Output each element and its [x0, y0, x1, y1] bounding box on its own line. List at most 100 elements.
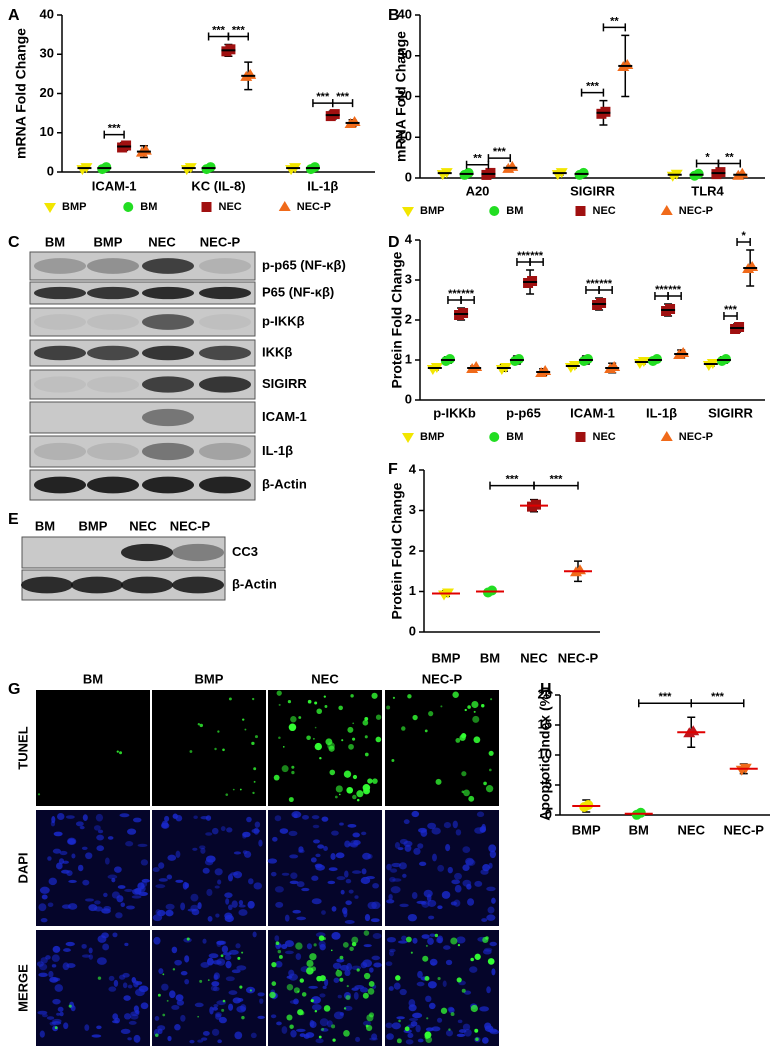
tunel-signal [356, 798, 360, 802]
nucleus [289, 880, 299, 885]
nucleus [289, 854, 299, 859]
significance-label: *** [724, 304, 738, 316]
significance-label: *** [586, 278, 600, 290]
nucleus [214, 885, 220, 889]
nucleus [421, 934, 430, 939]
nucleus [212, 1006, 219, 1011]
nucleus [309, 1021, 317, 1029]
nucleus [133, 1034, 141, 1043]
nucleus [158, 968, 164, 974]
tunel-signal [297, 990, 300, 993]
y-axis-label: mRNA Fold Change [393, 31, 409, 162]
tunel-signal [375, 736, 382, 743]
nucleus [81, 954, 91, 958]
nucleus [82, 814, 88, 821]
nucleus [220, 826, 226, 832]
legend-label: BMP [62, 201, 86, 213]
nucleus [95, 813, 104, 822]
significance-label: *** [530, 250, 544, 262]
significance-bracket [667, 292, 682, 300]
x-tick-label: p-IKKb [433, 405, 476, 420]
nucleus [65, 941, 75, 947]
nucleus [140, 1002, 149, 1010]
tunel-signal [490, 698, 493, 701]
nucleus [348, 889, 354, 894]
nucleus [488, 862, 493, 869]
legend-marker [278, 201, 291, 211]
nucleus [311, 1004, 322, 1011]
nucleus [231, 900, 238, 908]
nucleus [81, 943, 87, 949]
nucleus [140, 859, 149, 866]
legend-label: NEC-P [297, 201, 331, 213]
nucleus [202, 938, 207, 944]
nucleus [107, 874, 118, 880]
nucleus [308, 985, 318, 989]
nucleus [174, 1024, 181, 1031]
nucleus [415, 1024, 421, 1033]
tunel-signal [318, 935, 325, 941]
nucleus [176, 999, 185, 1006]
tunel-signal [452, 691, 459, 698]
column-label: BM [83, 671, 103, 686]
nucleus [51, 816, 56, 824]
nucleus [390, 868, 398, 873]
nucleus [113, 979, 119, 987]
nucleus [240, 1004, 247, 1012]
nucleus [323, 845, 328, 851]
tunel-signal [207, 979, 210, 981]
nucleus [322, 985, 327, 990]
panel-label: D [388, 234, 400, 251]
nucleus [343, 910, 348, 918]
tunel-signal [314, 1009, 318, 1013]
tunel-signal [220, 954, 224, 958]
tunel-signal [288, 723, 297, 732]
blot-strip [29, 435, 256, 468]
y-tick-label: 40 [40, 6, 54, 21]
nucleus [120, 902, 126, 908]
tunel-signal [395, 975, 401, 981]
nucleus [462, 846, 471, 854]
legend-marker [123, 202, 134, 212]
tunel-signal [349, 946, 354, 952]
nucleus [371, 901, 381, 910]
tunel-signal [364, 735, 368, 739]
significance-label: *** [108, 122, 122, 134]
blot-band [199, 442, 251, 461]
nucleus [315, 853, 321, 858]
panel-label: E [8, 511, 19, 528]
nucleus [411, 892, 418, 899]
nucleus [47, 902, 54, 908]
tunel-signal [271, 981, 277, 986]
blot-band [199, 476, 251, 494]
nucleus [301, 887, 310, 892]
nucleus [281, 944, 288, 950]
nucleus [169, 990, 176, 999]
tunel-signal [214, 747, 217, 751]
nucleus [37, 1010, 48, 1015]
legend-marker [489, 206, 500, 216]
tunel-signal [338, 705, 343, 711]
nucleus [337, 994, 342, 999]
nucleus [184, 978, 190, 985]
blot-band [34, 376, 86, 393]
nucleus [295, 1028, 306, 1033]
tunel-signal [244, 728, 247, 731]
tunel-signal [330, 949, 333, 952]
nucleus [59, 1011, 64, 1017]
tunel-signal [434, 933, 439, 938]
nucleus [274, 935, 280, 942]
y-tick-label: 40 [398, 6, 412, 21]
nucleus [352, 870, 362, 874]
panel-label: A [8, 7, 20, 24]
nucleus [251, 828, 260, 834]
nucleus [154, 1015, 160, 1021]
significance-bracket [103, 130, 125, 139]
tunel-signal [237, 956, 241, 960]
tunel-signal [197, 1015, 199, 1018]
tunel-signal [367, 988, 375, 995]
nucleus [141, 878, 150, 883]
tunel-signal [485, 785, 494, 793]
nucleus [445, 959, 453, 966]
tunel-signal [350, 694, 354, 698]
